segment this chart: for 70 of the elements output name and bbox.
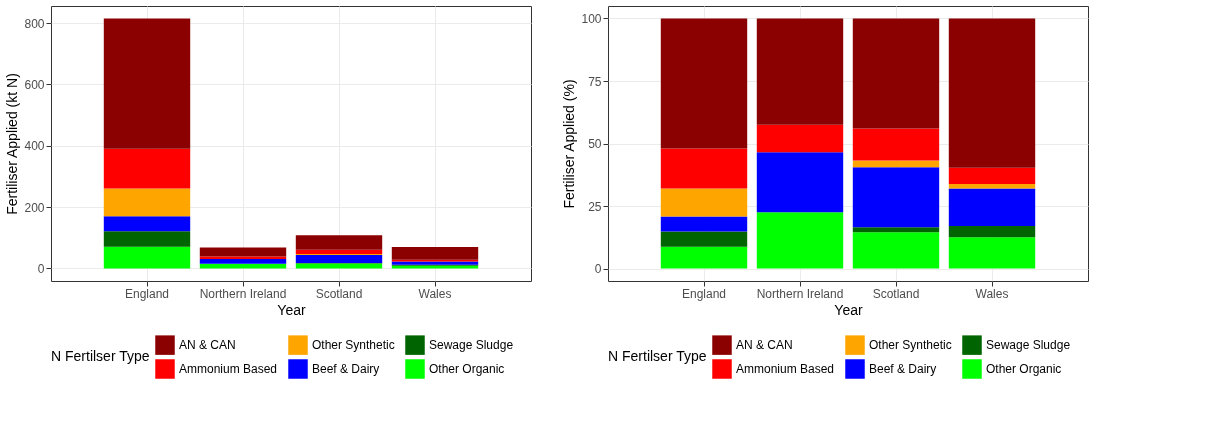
x-tick-label: Northern Ireland [756, 286, 844, 301]
legend-label: AN & CAN [179, 338, 236, 353]
y-tick-label: 600 [24, 77, 45, 92]
bar [852, 18, 940, 129]
bar [103, 231, 191, 247]
y-axis-title: Fertiliser Applied (%) [561, 79, 578, 209]
legend-title: N Fertilser Type [51, 348, 150, 364]
bar [756, 18, 844, 125]
legend-label: AN & CAN [736, 338, 793, 353]
x-axis-title: Year [834, 301, 863, 318]
bar [756, 152, 844, 213]
y-tick-label: 50 [588, 137, 602, 151]
bar [660, 148, 748, 189]
legend-label: Beef & Dairy [869, 362, 937, 376]
legend-title: N Fertilser Type [608, 348, 707, 364]
bar [660, 18, 748, 149]
x-tick-label: England [124, 286, 170, 301]
x-tick-label: Scotland [315, 286, 363, 301]
x-tick-label: England [681, 286, 727, 301]
bar [756, 124, 844, 153]
bar [295, 254, 383, 263]
y-tick-label: 100 [581, 12, 602, 26]
bar [103, 216, 191, 232]
bar [948, 184, 1036, 189]
legend-label: Ammonium Based [736, 362, 835, 376]
y-tick-label: 25 [588, 199, 602, 214]
bar [852, 167, 940, 228]
legend-label: Sewage Sludge [986, 338, 1071, 353]
x-tick-label: Northern Ireland [199, 286, 287, 301]
bar [756, 212, 844, 269]
legend-label: Other Organic [986, 362, 1062, 376]
bar [103, 148, 191, 189]
bar [199, 256, 287, 259]
bar [948, 188, 1036, 226]
bar [660, 231, 748, 247]
bar [852, 227, 940, 233]
bar [948, 18, 1036, 168]
bar [948, 167, 1036, 184]
legend-label: Ammonium Based [179, 362, 278, 376]
bar [199, 258, 287, 264]
bar [295, 249, 383, 255]
bar [295, 235, 383, 250]
bar [852, 128, 940, 161]
bar [199, 247, 287, 257]
x-tick-label: Wales [418, 286, 452, 301]
x-tick-label: Scotland [872, 286, 920, 301]
y-tick-label: 0 [37, 261, 45, 276]
y-tick-label: 200 [24, 200, 45, 215]
legend-label: Other Synthetic [312, 338, 395, 353]
y-tick-label: 75 [588, 74, 602, 89]
legend-label: Other Organic [429, 362, 505, 376]
y-tick-label: 800 [24, 16, 45, 31]
y-tick-label: 400 [24, 139, 45, 154]
bar [660, 246, 748, 269]
legend-label: Other Synthetic [869, 338, 952, 353]
legend-label: Sewage Sludge [429, 338, 514, 353]
legend-label: Beef & Dairy [312, 362, 380, 376]
bar [660, 216, 748, 232]
bar [103, 246, 191, 269]
bar [103, 188, 191, 217]
y-axis-title: Fertiliser Applied (kt N) [4, 73, 21, 215]
x-tick-label: Wales [975, 286, 1009, 301]
y-tick-label: 0 [594, 262, 602, 276]
bar [660, 188, 748, 217]
bar [391, 246, 479, 260]
bar [948, 226, 1036, 238]
bar [948, 237, 1036, 269]
bar [852, 232, 940, 269]
x-axis-title: Year [277, 301, 306, 318]
bar [103, 18, 191, 149]
